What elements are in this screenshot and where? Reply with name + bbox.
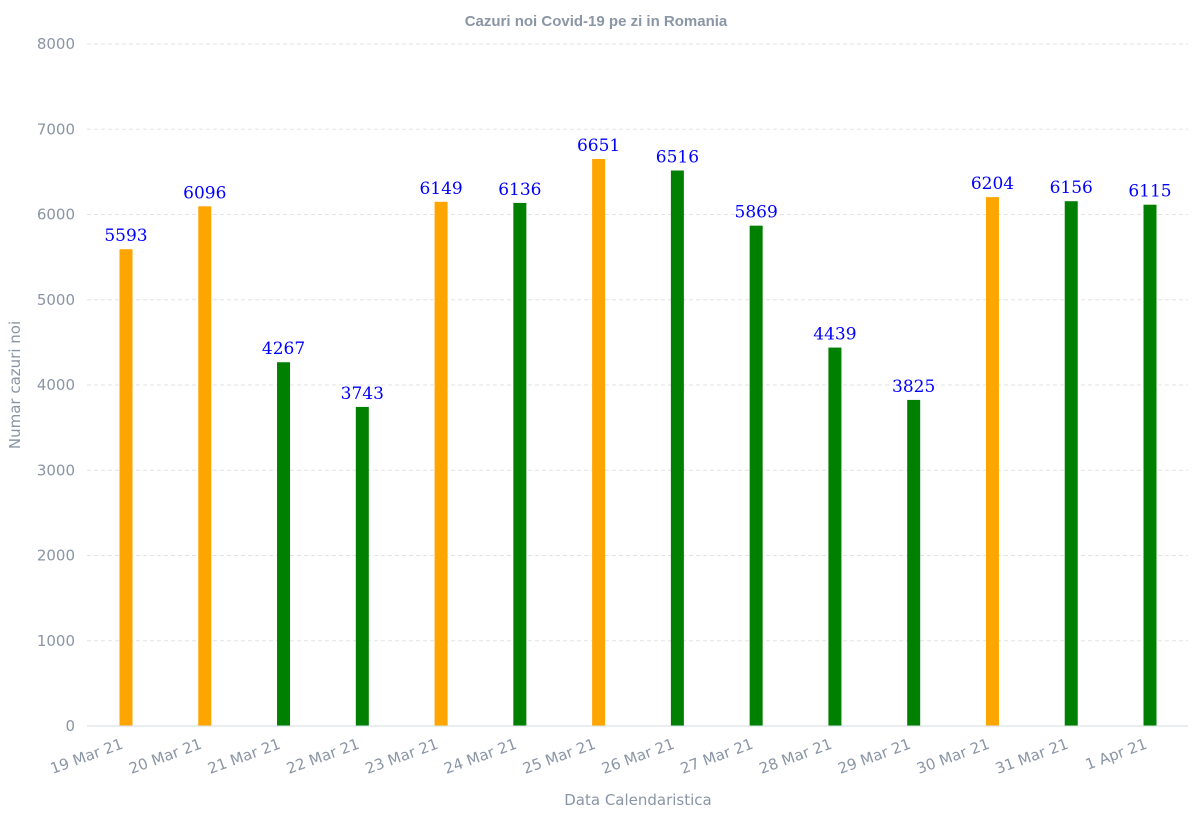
x-axis-title: Data Calendaristica — [564, 791, 712, 809]
bar — [828, 347, 842, 726]
x-tick-label: 31 Mar 21 — [993, 735, 1071, 778]
data-label: 3825 — [892, 377, 935, 397]
data-label: 6156 — [1050, 178, 1093, 198]
x-tick-label: 1 Apr 21 — [1083, 735, 1149, 774]
x-tick-label: 23 Mar 21 — [363, 735, 441, 778]
bar — [1143, 204, 1157, 727]
x-tick-label: 20 Mar 21 — [127, 735, 205, 778]
x-tick-label: 19 Mar 21 — [48, 735, 126, 778]
y-axis-title: Numar cazuri noi — [6, 321, 24, 449]
x-tick-label: 30 Mar 21 — [914, 735, 992, 778]
y-axis-ticks: 0 1000 2000 3000 4000 5000 6000 7000 8000 — [37, 35, 75, 735]
data-label: 6516 — [656, 148, 699, 168]
x-tick-label: 28 Mar 21 — [757, 735, 835, 778]
x-tick-label: 26 Mar 21 — [599, 735, 677, 778]
data-label: 3743 — [341, 384, 384, 404]
y-tick-label: 0 — [65, 717, 75, 735]
data-label: 4439 — [813, 325, 856, 345]
chart-title: Cazuri noi Covid-19 pe zi in Romania — [465, 13, 728, 30]
y-tick-label: 3000 — [37, 461, 75, 479]
bar — [907, 399, 921, 726]
bar — [749, 225, 763, 726]
y-tick-label: 1000 — [37, 632, 75, 650]
grid-lines — [87, 43, 1188, 642]
bar — [198, 206, 212, 727]
bars — [119, 159, 1157, 727]
bar — [355, 406, 369, 726]
x-tick-label: 29 Mar 21 — [835, 735, 913, 778]
bar — [1064, 201, 1078, 727]
data-label: 4267 — [262, 339, 305, 359]
bar — [119, 249, 133, 726]
y-tick-label: 2000 — [37, 547, 75, 565]
data-label: 5869 — [735, 203, 778, 223]
y-tick-label: 4000 — [37, 376, 75, 394]
bar — [513, 202, 527, 726]
x-axis-ticks: 19 Mar 21 20 Mar 21 21 Mar 21 22 Mar 21 23 M… — [48, 735, 1150, 778]
bar — [670, 170, 684, 727]
data-label: 6096 — [183, 183, 226, 203]
bar — [277, 362, 291, 726]
x-tick-label: 24 Mar 21 — [442, 735, 520, 778]
data-label: 6136 — [498, 180, 541, 200]
y-tick-label: 7000 — [37, 120, 75, 138]
x-tick-label: 27 Mar 21 — [678, 735, 756, 778]
bar — [592, 159, 606, 726]
y-tick-label: 6000 — [37, 206, 75, 224]
data-labels: 5593 6096 4267 3743 6149 6136 6651 6516 5869 4439… — [104, 136, 1171, 404]
data-label: 6115 — [1128, 182, 1171, 202]
data-label: 5593 — [104, 226, 147, 246]
y-tick-label: 8000 — [37, 35, 75, 53]
x-tick-label: 21 Mar 21 — [205, 735, 283, 778]
bar — [434, 201, 448, 727]
x-tick-label: 22 Mar 21 — [284, 735, 362, 778]
data-label: 6651 — [577, 136, 620, 156]
bar — [985, 197, 999, 726]
y-tick-label: 5000 — [37, 291, 75, 309]
data-label: 6204 — [971, 174, 1014, 194]
data-label: 6149 — [419, 179, 462, 199]
x-tick-label: 25 Mar 21 — [520, 735, 598, 778]
